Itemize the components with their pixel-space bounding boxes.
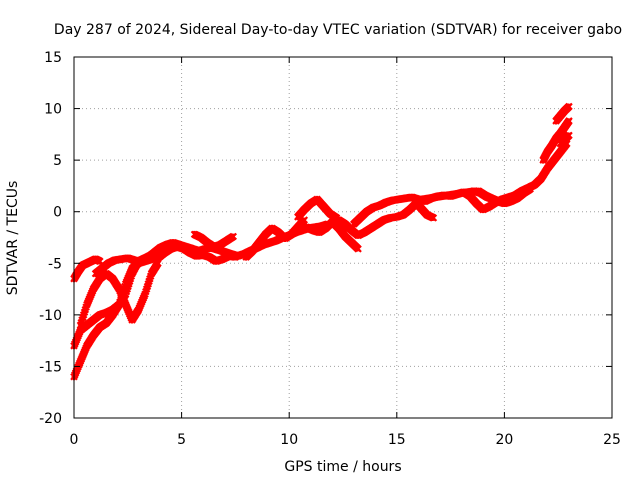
grid-lines [74, 57, 612, 418]
data-point [565, 117, 573, 125]
series-track-10 [328, 218, 362, 253]
x-tick-labels: 0 5 10 15 20 25 [70, 432, 621, 448]
data-point [429, 214, 438, 222]
y-tick-label: 15 [44, 50, 62, 66]
series-track-13 [474, 185, 535, 208]
chart-title: Day 287 of 2024, Sidereal Day-to-day VTE… [54, 22, 622, 38]
x-axis-label: GPS time / hours [284, 459, 401, 475]
series-track-6 [190, 230, 238, 251]
y-tick-label: -15 [39, 359, 62, 375]
series-track-7 [242, 216, 309, 261]
y-tick-label: -20 [39, 411, 62, 427]
series-track-4 [76, 259, 162, 329]
series-track-16 [556, 131, 573, 148]
y-tick-label: -5 [48, 256, 62, 272]
series-track-14 [539, 117, 573, 164]
x-tick-label: 20 [495, 432, 513, 448]
data-point [154, 259, 162, 268]
series-track-8 [294, 195, 341, 222]
y-tick-labels: -20 -15 -10 -5 0 5 10 15 [39, 50, 62, 427]
series-track-15 [552, 102, 573, 125]
series-track-12 [410, 197, 438, 222]
data-points [70, 102, 573, 381]
series-track-1 [70, 255, 104, 283]
data-point [354, 245, 362, 253]
series-track-11 [349, 139, 571, 228]
plot-frame [73, 56, 613, 419]
y-tick-label: 10 [44, 102, 62, 118]
data-point [565, 131, 573, 140]
x-tick-label: 15 [388, 432, 406, 448]
x-tick-label: 10 [280, 432, 298, 448]
axis-ticks [73, 56, 613, 419]
x-tick-label: 25 [603, 432, 621, 448]
data-point [526, 185, 535, 193]
data-point [229, 232, 238, 241]
x-tick-label: 0 [70, 432, 79, 448]
y-tick-label: 5 [53, 153, 62, 169]
y-tick-label: -10 [39, 308, 62, 324]
y-axis-label: SDTVAR / TECUs [5, 181, 21, 296]
y-tick-label: 0 [53, 205, 62, 221]
data-point [565, 102, 573, 111]
x-tick-label: 5 [177, 432, 186, 448]
